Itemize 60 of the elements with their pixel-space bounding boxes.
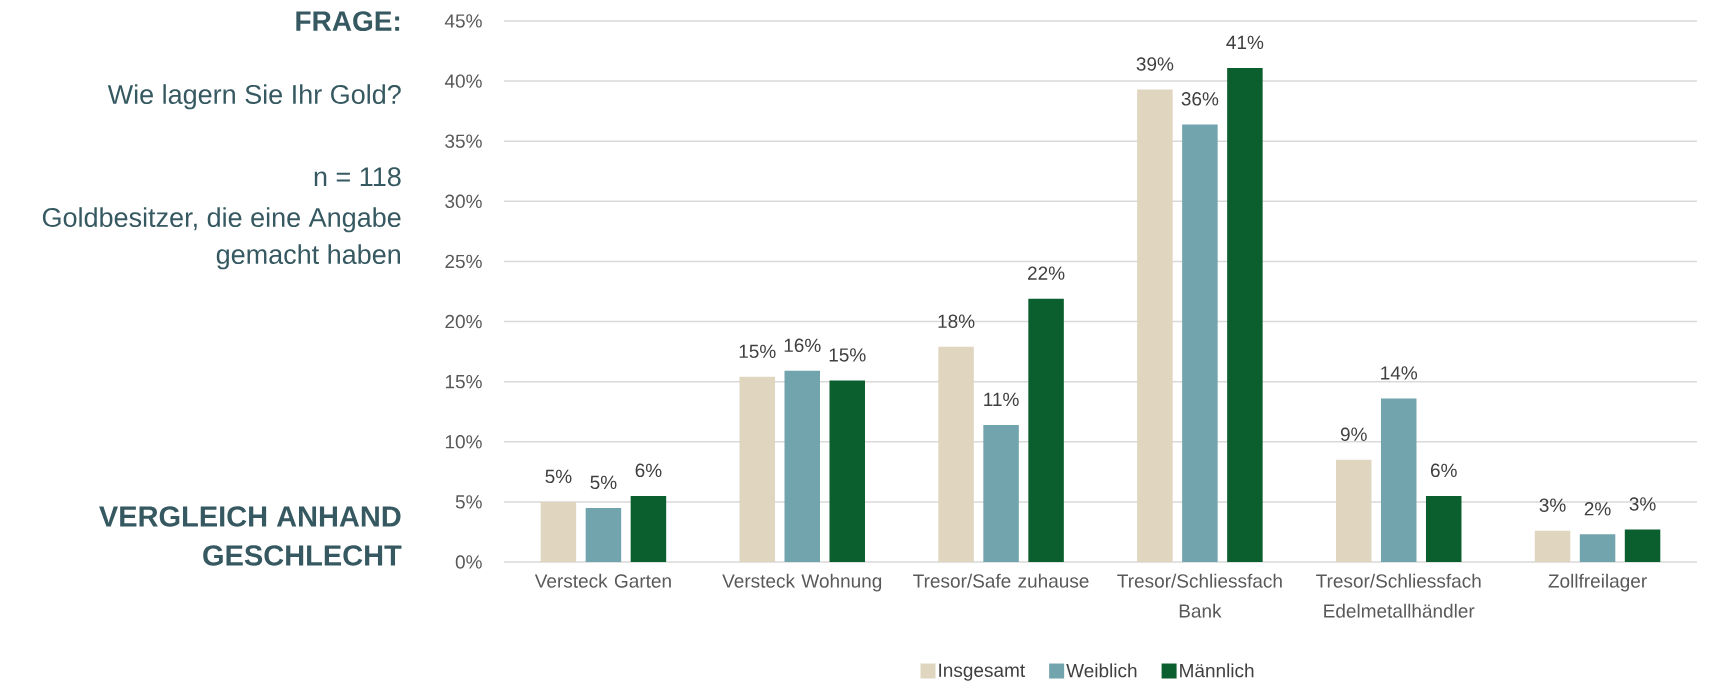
bar <box>1579 534 1616 562</box>
data-label: 36% <box>1181 92 1219 106</box>
data-label: 3% <box>1629 497 1656 511</box>
data-label: 15% <box>829 348 866 362</box>
bar <box>739 376 775 562</box>
bar <box>1534 530 1571 562</box>
y-tick-label: 30% <box>445 194 482 209</box>
text: FRAGE: <box>296 11 400 32</box>
legend-label: Weiblich <box>1066 663 1137 678</box>
bar <box>983 424 1019 562</box>
bar <box>1182 124 1218 562</box>
data-label: 15% <box>739 344 776 359</box>
data-label: 6% <box>635 463 662 478</box>
y-tick-label: 0% <box>455 555 482 569</box>
x-tick-label: Tresor/Safe zuhause <box>913 573 1089 588</box>
y-tick-label: 35% <box>445 134 482 148</box>
y-tick-label: 10% <box>445 435 482 449</box>
bar <box>630 495 667 562</box>
bar <box>540 501 577 562</box>
y-tick-label: 40% <box>444 74 482 88</box>
bar <box>1624 529 1661 562</box>
x-tick-label: Zollfreilager <box>1548 573 1647 592</box>
x-tick-label: Versteck Garten <box>534 573 671 588</box>
data-label: 22% <box>1028 266 1065 280</box>
data-label: 18% <box>938 314 975 328</box>
text: Wie lagern Sie Ihr Gold? <box>107 84 401 110</box>
data-label: 14% <box>1381 366 1418 380</box>
x-tick-label: Tresor/Schliessfach Edelmetallhändler <box>1316 573 1481 618</box>
data-label: 6% <box>1430 463 1457 478</box>
data-label: 9% <box>1340 427 1367 441</box>
y-tick-label: 5% <box>455 495 482 509</box>
data-label: 2% <box>1584 502 1611 516</box>
bar <box>1335 459 1372 562</box>
bar <box>1380 398 1417 562</box>
text: n = 118 <box>314 167 401 187</box>
bar <box>1227 67 1263 562</box>
data-label: 39% <box>1136 57 1174 71</box>
legend-label: Insgesamt <box>939 663 1026 681</box>
data-label: 5% <box>590 475 617 490</box>
text: Goldbesitzer, die eine Angabe gemacht haben <box>42 207 401 270</box>
x-tick-label: Versteck Wohnung <box>722 573 882 592</box>
data-label: 11% <box>984 392 1019 407</box>
legend-label: Männlich <box>1180 663 1254 678</box>
bar <box>1028 298 1064 562</box>
data-label: 5% <box>545 469 572 484</box>
bar <box>1137 89 1173 562</box>
data-label: 16% <box>784 338 821 353</box>
y-tick-label: 45% <box>444 14 482 28</box>
y-tick-label: 15% <box>445 374 482 389</box>
y-tick-label: 20% <box>445 314 482 329</box>
bar <box>585 507 622 562</box>
bar <box>829 380 865 562</box>
text: VERGLEICH ANHAND GESCHLECHT <box>99 506 402 566</box>
bar <box>1425 495 1462 562</box>
bar <box>784 370 820 562</box>
data-label: 3% <box>1539 498 1566 512</box>
bar <box>938 346 974 562</box>
y-tick-label: 25% <box>445 254 482 269</box>
x-tick-label: Tresor/Schliessfach Bank <box>1117 573 1282 618</box>
data-label: 41% <box>1226 35 1264 49</box>
